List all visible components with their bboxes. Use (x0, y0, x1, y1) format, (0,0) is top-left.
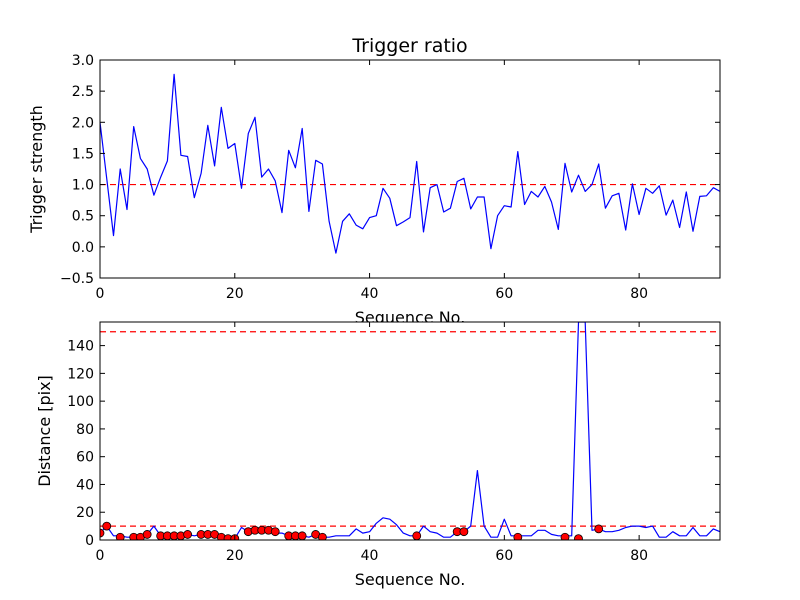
x-tick-label: 80 (630, 286, 648, 302)
data-point (574, 534, 583, 540)
plot-background (100, 60, 720, 278)
y-tick-label: −0.5 (60, 271, 94, 287)
distance-chart: 0 20 40 60 80 0 20 40 60 80 100 120 140 Sequence No. D… (35, 321, 721, 589)
y-tick-label: 100 (67, 394, 94, 410)
y-tick-label: 140 (67, 339, 94, 355)
plot-area (100, 73, 720, 254)
y-axis-label: Distance [pix] (35, 375, 54, 487)
plot-background (100, 322, 720, 540)
y-tick-label: 80 (76, 422, 94, 438)
data-point (142, 530, 152, 539)
x-tick-label: 60 (495, 548, 513, 564)
data-point (412, 531, 422, 540)
y-tick-label: 120 (67, 366, 94, 382)
y-tick-label: 2.0 (72, 115, 94, 131)
data-point (560, 532, 570, 540)
data-point (317, 532, 327, 540)
x-tick-label: 0 (96, 286, 105, 302)
data-point (459, 527, 469, 537)
trigger-ratio-chart: 0 20 40 60 80 −0.5 0.0 0.5 1.0 1.5 2.0 2.5 3.0 Trigge… (27, 35, 721, 327)
y-tick-label: 60 (76, 450, 94, 466)
data-point (594, 524, 604, 534)
data-point (513, 532, 523, 540)
x-tick-label: 40 (361, 286, 379, 302)
data-point (102, 521, 112, 531)
y-tick-label: 0.5 (72, 209, 94, 225)
series-line (100, 73, 720, 254)
y-axis-label: Trigger strength (27, 105, 46, 234)
axes-frame (99, 321, 721, 541)
y-tick-label: 40 (76, 477, 94, 493)
chart-title: Trigger ratio (351, 35, 467, 57)
data-point (100, 528, 105, 538)
x-tick-label: 20 (226, 548, 244, 564)
y-tick-label: 0 (85, 533, 94, 549)
y-tick-label: 3.0 (72, 53, 94, 69)
data-point (183, 530, 193, 539)
x-tick-label: 20 (226, 286, 244, 302)
x-axis-label: Sequence No. (355, 570, 466, 589)
data-point (115, 532, 125, 540)
axes-frame (99, 59, 721, 279)
x-tick-label: 60 (495, 286, 513, 302)
y-tick-label: 1.0 (72, 178, 94, 194)
y-tick-label: 20 (76, 505, 94, 521)
y-tick-label: 1.5 (72, 146, 94, 162)
x-tick-label: 0 (96, 548, 105, 564)
x-tick-label: 80 (630, 548, 648, 564)
data-point (297, 531, 307, 540)
x-tick-label: 40 (361, 548, 379, 564)
plot-area (100, 322, 720, 540)
data-point (270, 527, 280, 537)
y-tick-label: 2.5 (72, 84, 94, 100)
y-tick-label: 0.0 (72, 240, 94, 256)
